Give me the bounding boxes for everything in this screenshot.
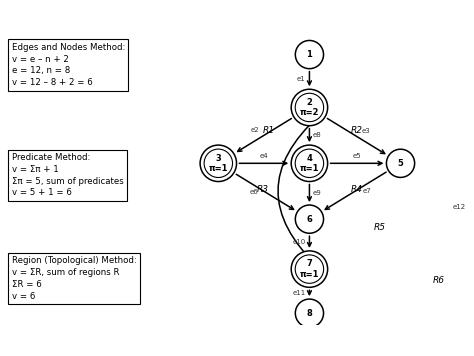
Text: e3: e3: [361, 127, 370, 134]
Text: e1: e1: [296, 76, 305, 82]
Text: R4: R4: [350, 185, 363, 194]
Circle shape: [295, 149, 324, 178]
Text: e9: e9: [312, 190, 321, 196]
FancyArrowPatch shape: [308, 184, 311, 200]
Circle shape: [204, 149, 233, 178]
FancyArrowPatch shape: [308, 236, 311, 246]
FancyArrowPatch shape: [328, 119, 385, 153]
Text: R1: R1: [262, 126, 274, 136]
FancyArrowPatch shape: [239, 161, 287, 165]
Text: 8: 8: [307, 309, 312, 318]
Circle shape: [295, 299, 324, 327]
FancyArrowPatch shape: [237, 119, 292, 151]
Text: R6: R6: [433, 276, 445, 286]
Circle shape: [386, 149, 415, 177]
Text: 3
π=1: 3 π=1: [209, 153, 228, 173]
Text: 6: 6: [307, 215, 312, 224]
Text: e11: e11: [292, 290, 306, 296]
Circle shape: [295, 205, 324, 233]
Circle shape: [295, 41, 324, 69]
Text: e7: e7: [362, 188, 371, 194]
Text: R2: R2: [350, 126, 363, 136]
Text: e2: e2: [251, 126, 259, 132]
Text: 7
π=1: 7 π=1: [300, 260, 319, 279]
Text: e4: e4: [260, 153, 268, 159]
Text: 5: 5: [398, 159, 403, 168]
Circle shape: [291, 251, 328, 287]
Circle shape: [200, 145, 237, 182]
Text: e10: e10: [292, 239, 306, 245]
Text: 4
π=1: 4 π=1: [300, 153, 319, 173]
Circle shape: [295, 93, 324, 122]
Text: R5: R5: [374, 224, 386, 232]
Text: Predicate Method:
v = Σπ + 1
Σπ = 5, sum of predicates
v = 5 + 1 = 6: Predicate Method: v = Σπ + 1 Σπ = 5, sum…: [12, 153, 123, 198]
Text: e5: e5: [353, 153, 361, 159]
Text: 1: 1: [307, 50, 312, 59]
FancyArrowPatch shape: [278, 116, 319, 267]
Text: e6: e6: [249, 189, 258, 195]
FancyArrowPatch shape: [325, 172, 386, 209]
Circle shape: [291, 145, 328, 182]
Text: e12: e12: [453, 204, 466, 210]
FancyArrowPatch shape: [308, 72, 311, 85]
Text: e8: e8: [312, 132, 321, 138]
Text: Region (Topological) Method:
v = ΣR, sum of regions R
ΣR = 6
v = 6: Region (Topological) Method: v = ΣR, sum…: [12, 256, 137, 301]
Text: 2
π=2: 2 π=2: [300, 98, 319, 117]
Text: Edges and Nodes Method:
v = e – n + 2
e = 12, n = 8
v = 12 – 8 + 2 = 6: Edges and Nodes Method: v = e – n + 2 e …: [12, 43, 125, 87]
FancyArrowPatch shape: [330, 161, 382, 165]
FancyArrowPatch shape: [308, 129, 311, 141]
FancyArrowPatch shape: [308, 290, 311, 295]
FancyArrowPatch shape: [236, 174, 293, 209]
Circle shape: [291, 89, 328, 126]
Circle shape: [295, 255, 324, 283]
Text: R3: R3: [256, 185, 268, 194]
